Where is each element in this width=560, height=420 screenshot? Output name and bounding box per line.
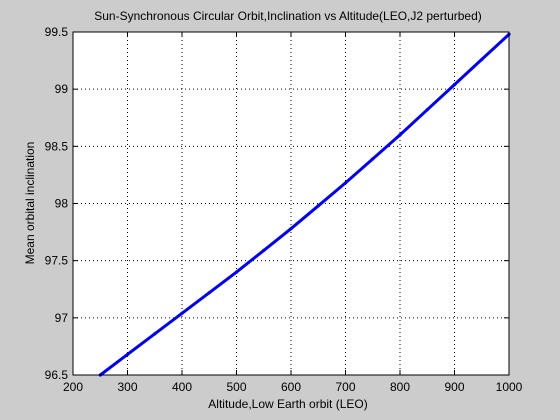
x-tick-label: 200 xyxy=(63,380,83,394)
data-point xyxy=(452,82,457,87)
y-tick-label: 99 xyxy=(55,82,69,96)
data-point xyxy=(180,311,184,315)
axis-ticks xyxy=(72,31,510,376)
data-point xyxy=(207,291,211,295)
plot-area xyxy=(73,32,509,375)
data-point xyxy=(262,248,266,252)
data-point xyxy=(316,204,320,208)
data-point xyxy=(289,227,293,231)
x-tick-label: 400 xyxy=(172,380,192,394)
x-tick-label: 300 xyxy=(117,380,137,394)
y-tick-label: 96.5 xyxy=(45,368,69,382)
chart-title: Sun-Synchronous Circular Orbit,Inclinati… xyxy=(94,9,482,23)
y-axis-label: Mean orbital inclination xyxy=(23,142,37,265)
x-tick-label: 800 xyxy=(390,380,410,394)
x-tick-label: 600 xyxy=(281,380,301,394)
x-tick-label: 900 xyxy=(444,380,464,394)
grid-lines xyxy=(73,32,509,375)
x-tick-label: 500 xyxy=(226,380,246,394)
y-tick-label: 99.5 xyxy=(45,25,69,39)
data-point xyxy=(371,157,375,161)
x-tick-label: 1000 xyxy=(496,380,523,394)
y-tick-label: 97.5 xyxy=(45,254,69,268)
data-point xyxy=(425,108,429,112)
data-point xyxy=(480,57,484,62)
data-point xyxy=(153,332,157,336)
series-layer xyxy=(98,32,511,377)
x-tick-label: 700 xyxy=(335,380,355,394)
y-tick-label: 98.5 xyxy=(45,139,69,153)
data-point xyxy=(343,181,348,185)
data-point xyxy=(125,352,130,357)
tick-labels: 200 300 400 500 600 700 800 900 1000 96.5 97 97.5 98… xyxy=(45,25,523,394)
y-tick-label: 98 xyxy=(55,197,69,211)
x-axis-label: Altitude,Low Earth orbit (LEO) xyxy=(208,397,367,411)
series-line xyxy=(98,32,511,377)
data-point xyxy=(234,270,239,274)
data-point xyxy=(398,133,402,137)
y-tick-label: 97 xyxy=(55,311,69,325)
